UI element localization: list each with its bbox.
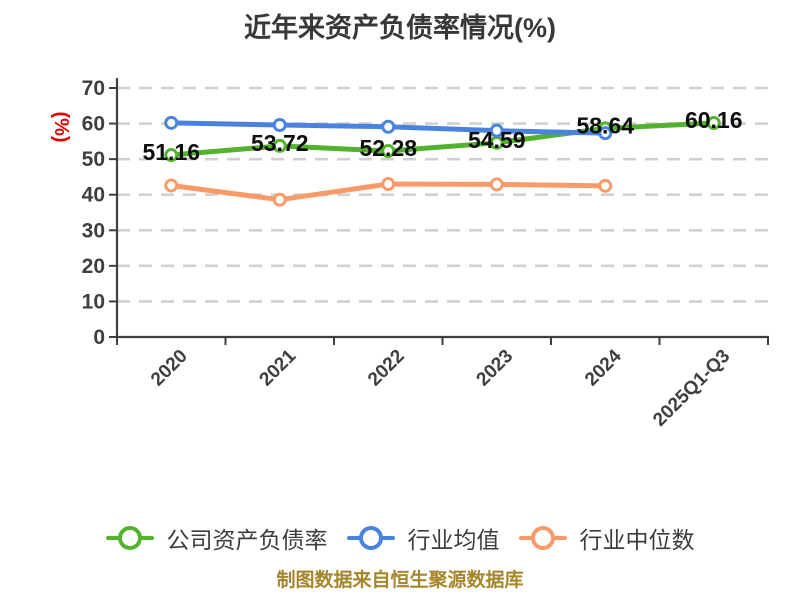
point-company-debt-ratio-2025Q1-Q3 [706,116,721,131]
legend-item-industry-median[interactable]: 行业中位数 [518,521,695,555]
data-label-company-debt-ratio-2024: 58.64 [576,112,634,138]
data-label-company-debt-ratio-2020: 51.16 [142,139,200,165]
point-industry-median-2021 [272,192,287,207]
y-tick-label-0: 0 [93,326,105,349]
y-tick-label-50: 50 [82,148,105,171]
y-axis-unit: (%) [50,111,72,142]
point-industry-median-2020 [164,178,179,193]
point-company-debt-ratio-2021 [272,138,287,153]
y-tick-label-60: 60 [82,113,105,136]
legend-label: 公司资产负债率 [166,527,328,553]
data-label-company-debt-ratio-2021: 53.72 [251,130,309,156]
series-line-company-debt-ratio [168,120,717,158]
point-industry-median-2024 [598,178,613,193]
legend-line-dot-icon [518,525,567,551]
chart-legend: 公司资产负债率 行业均值 行业中位数 [0,521,800,555]
data-label-company-debt-ratio-2025Q1-Q3: 60.16 [685,107,743,133]
data-label-company-debt-ratio-2022: 52.28 [359,135,417,161]
x-label-2021: 2021 [256,345,301,390]
point-industry-mean-2020 [164,115,179,130]
point-industry-mean-2023 [489,123,504,138]
data-source-caption: 制图数据来自恒生聚源数据库 [276,570,524,591]
y-tick-label-10: 10 [82,290,105,313]
legend-label: 行业中位数 [579,527,695,553]
x-label-2023: 2023 [473,346,518,391]
point-industry-mean-2022 [381,119,396,134]
chart-title: 近年来资产负债率情况(%) [244,13,556,43]
legend-line-dot-icon [105,525,154,551]
legend-item-industry-mean[interactable]: 行业均值 [346,521,500,555]
legend-label: 行业均值 [407,527,500,553]
point-industry-median-2022 [381,177,396,192]
point-industry-median-2023 [489,177,504,192]
x-label-2024: 2024 [581,345,626,390]
point-industry-mean-2024 [598,126,613,141]
point-industry-mean-2021 [272,117,287,132]
point-company-debt-ratio-2022 [381,144,396,159]
x-label-2020: 2020 [147,346,192,391]
y-tick-label-40: 40 [82,184,105,207]
y-tick-label-20: 20 [82,255,105,278]
point-company-debt-ratio-2020 [164,148,179,163]
y-tick-label-30: 30 [82,219,105,242]
legend-item-company-debt-ratio[interactable]: 公司资产负债率 [105,521,328,555]
y-tick-label-70: 70 [82,77,105,100]
x-label-2025Q1-Q3: 2025Q1-Q3 [649,346,734,431]
legend-line-dot-icon [346,525,395,551]
data-label-company-debt-ratio-2023: 54.59 [468,127,526,153]
x-label-2022: 2022 [364,346,409,391]
